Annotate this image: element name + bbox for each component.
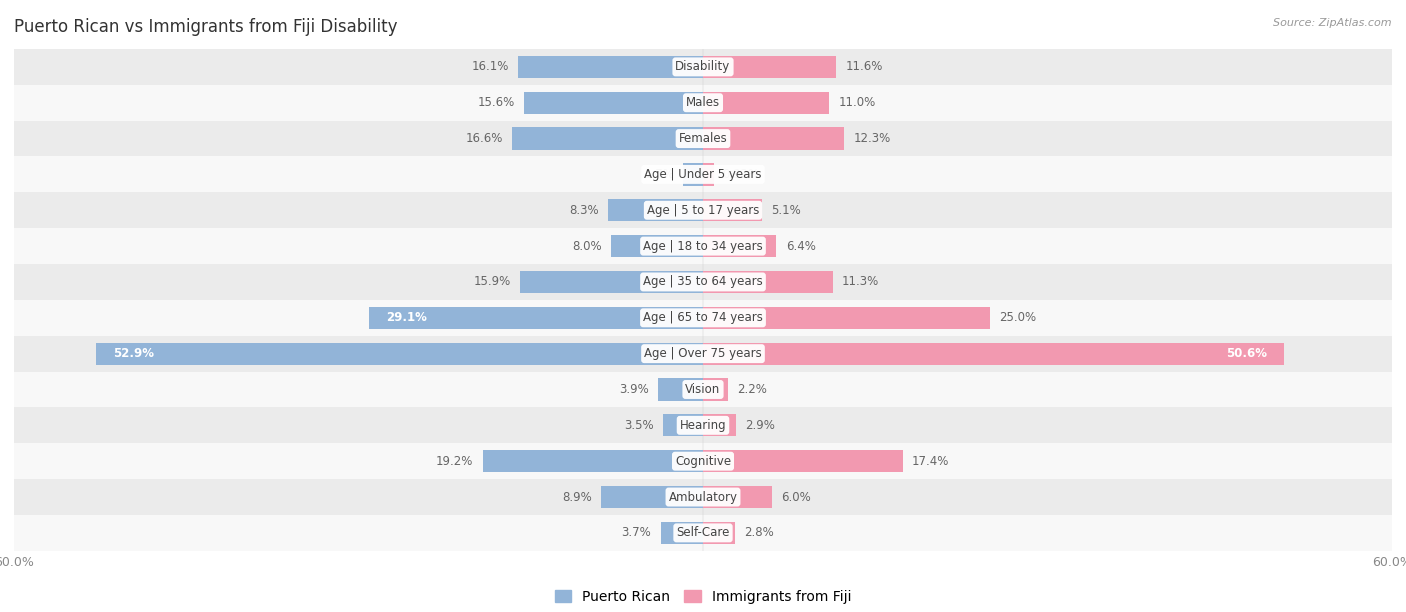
Text: Age | 35 to 64 years: Age | 35 to 64 years — [643, 275, 763, 288]
Text: 1.7%: 1.7% — [644, 168, 675, 181]
Text: 15.6%: 15.6% — [478, 96, 515, 109]
Bar — [14, 408, 1392, 443]
Text: Ambulatory: Ambulatory — [668, 491, 738, 504]
Bar — [512, 127, 703, 150]
Text: 8.3%: 8.3% — [569, 204, 599, 217]
Text: 12.3%: 12.3% — [853, 132, 890, 145]
Bar — [14, 157, 1392, 192]
Text: Age | Under 5 years: Age | Under 5 years — [644, 168, 762, 181]
Bar — [612, 235, 703, 257]
Text: 50.6%: 50.6% — [1226, 347, 1267, 360]
Text: Vision: Vision — [685, 383, 721, 396]
Bar — [14, 264, 1392, 300]
Bar — [703, 414, 737, 436]
Bar — [703, 522, 735, 544]
Text: 52.9%: 52.9% — [112, 347, 153, 360]
Bar — [14, 85, 1392, 121]
Text: 16.6%: 16.6% — [465, 132, 503, 145]
Bar — [703, 199, 762, 222]
Bar — [368, 307, 703, 329]
Text: 11.3%: 11.3% — [842, 275, 879, 288]
Bar — [662, 414, 703, 436]
Bar — [14, 121, 1392, 157]
Bar — [607, 199, 703, 222]
Text: Puerto Rican vs Immigrants from Fiji Disability: Puerto Rican vs Immigrants from Fiji Dis… — [14, 18, 398, 36]
Text: Age | 5 to 17 years: Age | 5 to 17 years — [647, 204, 759, 217]
Text: 2.9%: 2.9% — [745, 419, 775, 432]
Text: 6.0%: 6.0% — [782, 491, 811, 504]
Text: 0.92%: 0.92% — [723, 168, 761, 181]
Bar — [524, 92, 703, 114]
Text: 6.4%: 6.4% — [786, 240, 815, 253]
Bar — [703, 163, 714, 185]
Text: Males: Males — [686, 96, 720, 109]
Text: 8.9%: 8.9% — [562, 491, 592, 504]
Bar — [703, 56, 837, 78]
Text: Hearing: Hearing — [679, 419, 727, 432]
Text: 15.9%: 15.9% — [474, 275, 512, 288]
Text: Disability: Disability — [675, 61, 731, 73]
Text: 25.0%: 25.0% — [1000, 312, 1036, 324]
Text: Source: ZipAtlas.com: Source: ZipAtlas.com — [1274, 18, 1392, 28]
Text: Age | 18 to 34 years: Age | 18 to 34 years — [643, 240, 763, 253]
Bar — [703, 450, 903, 472]
Text: 5.1%: 5.1% — [770, 204, 800, 217]
Bar — [14, 515, 1392, 551]
Bar — [14, 443, 1392, 479]
Text: Age | Over 75 years: Age | Over 75 years — [644, 347, 762, 360]
Bar — [703, 235, 776, 257]
Text: Age | 65 to 74 years: Age | 65 to 74 years — [643, 312, 763, 324]
Bar — [600, 486, 703, 508]
Bar — [14, 49, 1392, 85]
Bar — [14, 336, 1392, 371]
Bar — [661, 522, 703, 544]
Text: 3.9%: 3.9% — [619, 383, 650, 396]
Bar — [658, 378, 703, 401]
Text: 3.7%: 3.7% — [621, 526, 651, 539]
Bar — [703, 343, 1284, 365]
Bar — [96, 343, 703, 365]
Text: 2.2%: 2.2% — [738, 383, 768, 396]
Bar — [703, 127, 844, 150]
Text: 2.8%: 2.8% — [744, 526, 775, 539]
Text: 16.1%: 16.1% — [471, 61, 509, 73]
Bar — [519, 56, 703, 78]
Text: 11.6%: 11.6% — [845, 61, 883, 73]
Text: 3.5%: 3.5% — [624, 419, 654, 432]
Bar — [14, 192, 1392, 228]
Text: 11.0%: 11.0% — [838, 96, 876, 109]
Bar — [703, 271, 832, 293]
Bar — [703, 378, 728, 401]
Text: 19.2%: 19.2% — [436, 455, 474, 468]
Text: Females: Females — [679, 132, 727, 145]
Text: 8.0%: 8.0% — [572, 240, 602, 253]
Text: Self-Care: Self-Care — [676, 526, 730, 539]
Bar — [14, 300, 1392, 336]
Bar — [14, 479, 1392, 515]
Bar — [703, 486, 772, 508]
Bar — [520, 271, 703, 293]
Text: 29.1%: 29.1% — [387, 312, 427, 324]
Bar — [14, 371, 1392, 408]
Bar — [703, 307, 990, 329]
Bar — [703, 92, 830, 114]
Bar — [482, 450, 703, 472]
Legend: Puerto Rican, Immigrants from Fiji: Puerto Rican, Immigrants from Fiji — [548, 584, 858, 609]
Text: 17.4%: 17.4% — [912, 455, 949, 468]
Bar — [14, 228, 1392, 264]
Bar — [683, 163, 703, 185]
Text: Cognitive: Cognitive — [675, 455, 731, 468]
